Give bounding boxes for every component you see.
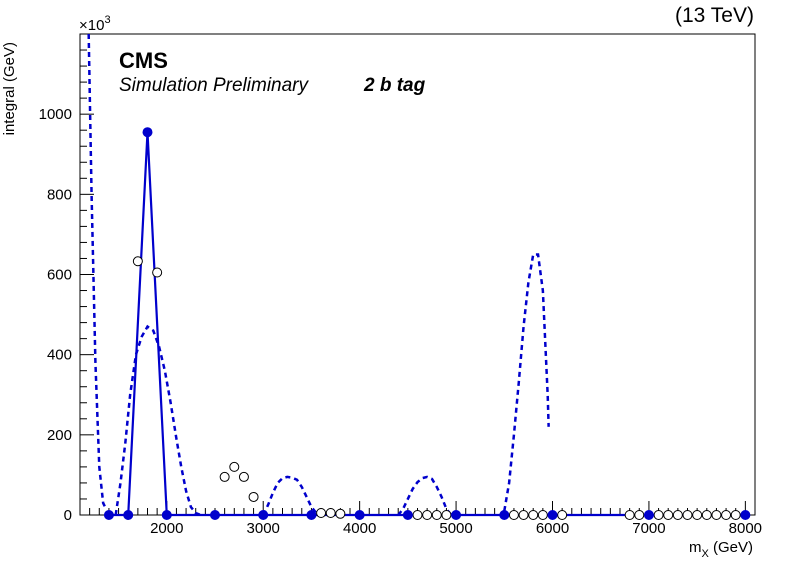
filled-marker	[740, 510, 751, 520]
y-exponent-base: ×10	[79, 17, 104, 34]
dashed-curve-segment	[397, 475, 453, 516]
x-tick-label: 5000	[439, 520, 472, 537]
y-tick-label: 800	[47, 186, 72, 203]
open-marker	[730, 510, 741, 520]
data-markers	[103, 127, 751, 520]
tag-label: 2 b tag	[363, 75, 426, 96]
open-marker	[701, 510, 712, 520]
open-marker	[528, 510, 539, 520]
filled-marker	[103, 510, 114, 520]
y-exponent: ×103	[79, 14, 111, 34]
y-tick-label: 400	[47, 347, 72, 364]
y-exponent-power: 3	[104, 14, 110, 26]
open-marker	[335, 508, 346, 519]
x-tick-label: 8000	[729, 520, 762, 537]
open-marker	[422, 510, 433, 520]
open-marker	[537, 510, 548, 520]
open-marker	[711, 510, 722, 520]
x-tick-label: 6000	[536, 520, 569, 537]
x-tick-label: 4000	[343, 520, 376, 537]
filled-marker	[354, 510, 365, 520]
cms-label: CMS	[119, 48, 168, 73]
open-marker	[624, 510, 635, 520]
filled-marker	[210, 510, 220, 520]
open-marker	[557, 510, 568, 520]
open-marker	[634, 510, 645, 520]
open-marker	[663, 510, 674, 520]
simulation-label: Simulation Preliminary	[119, 75, 310, 96]
y-tick-label: 1000	[39, 106, 72, 123]
open-marker	[316, 507, 327, 518]
x-tick-label: 3000	[247, 520, 280, 537]
filled-marker	[161, 510, 172, 520]
x-axis-title-unit: (GeV)	[709, 539, 753, 556]
open-marker	[248, 491, 259, 502]
open-marker	[508, 510, 519, 520]
dashed-curve-segment	[87, 33, 107, 508]
filled-marker	[258, 510, 269, 520]
tick-labels: 2000 3000 4000 5000 6000 7000 8000 0 200 400 600 80…	[39, 106, 762, 537]
filled-marker	[123, 510, 134, 520]
open-marker	[412, 510, 423, 520]
open-marker	[721, 510, 732, 520]
open-marker	[692, 510, 703, 520]
filled-marker	[402, 510, 413, 520]
x-axis-title-sub: X	[701, 548, 709, 560]
open-marker	[132, 256, 143, 267]
filled-marker	[451, 510, 462, 520]
open-marker	[518, 510, 529, 520]
filled-marker	[306, 510, 317, 520]
open-marker	[229, 461, 240, 472]
open-marker	[431, 510, 442, 520]
open-marker	[325, 507, 336, 518]
open-marker	[238, 471, 249, 482]
filled-marker	[499, 510, 510, 520]
open-marker	[682, 510, 693, 520]
x-axis-title-main: m	[689, 539, 702, 556]
dashed-curve-segment	[503, 253, 550, 512]
open-marker	[441, 510, 452, 520]
filled-marker	[142, 127, 153, 138]
x-axis-title: mX (GeV)	[689, 539, 753, 560]
x-tick-label: 7000	[632, 520, 665, 537]
open-marker	[219, 471, 230, 482]
y-tick-label: 600	[47, 267, 72, 284]
filled-marker	[547, 510, 558, 520]
open-marker	[152, 267, 163, 278]
x-tick-label: 2000	[150, 520, 183, 537]
y-tick-label: 0	[64, 507, 72, 524]
y-axis-title: integral (GeV)	[1, 42, 18, 135]
energy-label: (13 TeV)	[675, 4, 754, 27]
open-marker	[672, 510, 683, 520]
open-marker	[653, 510, 664, 520]
filled-marker	[643, 510, 654, 520]
y-tick-label: 200	[47, 427, 72, 444]
